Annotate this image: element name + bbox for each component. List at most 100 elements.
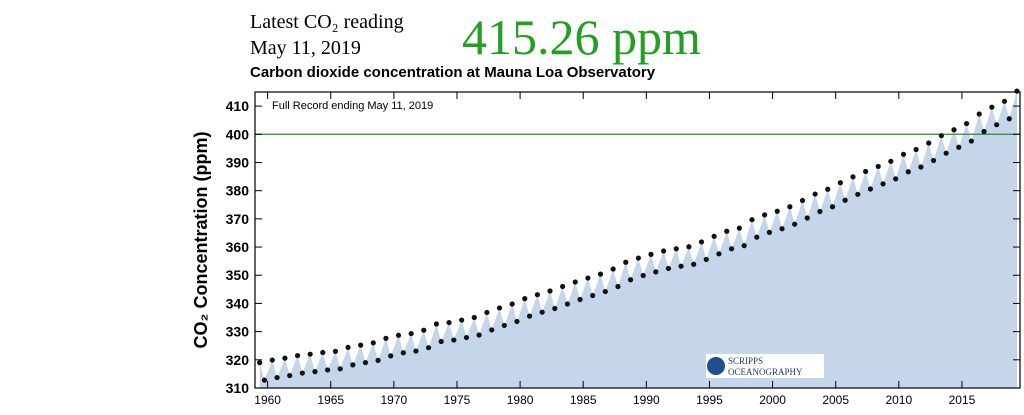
- data-point: [1006, 116, 1012, 122]
- data-point: [913, 146, 919, 153]
- data-point: [728, 246, 735, 252]
- data-point: [627, 277, 634, 283]
- data-point: [956, 144, 962, 150]
- data-point: [476, 332, 482, 338]
- plot-frame: [254, 91, 1021, 389]
- data-point: [547, 288, 553, 294]
- data-point: [640, 272, 646, 279]
- data-point: [484, 309, 490, 316]
- data-point: [312, 369, 318, 375]
- data-point: [905, 169, 911, 175]
- data-point: [261, 377, 268, 383]
- data-point: [968, 138, 974, 144]
- logo-box: [706, 354, 824, 378]
- logo-line2: OCEANOGRAPHY: [728, 367, 803, 377]
- y-tick-label: 310: [226, 380, 250, 396]
- data-point: [880, 181, 886, 187]
- data-point: [269, 357, 275, 363]
- data-point: [938, 133, 944, 139]
- data-point: [332, 348, 339, 354]
- x-tick-label: 1980: [507, 393, 534, 407]
- data-point: [741, 243, 747, 249]
- data-point: [451, 337, 457, 343]
- data-point: [400, 350, 406, 356]
- y-tick-label: 340: [226, 295, 250, 311]
- x-tick-label: 1975: [444, 393, 471, 407]
- data-point: [951, 127, 957, 133]
- data-point: [875, 163, 881, 170]
- data-point: [257, 360, 263, 366]
- data-point: [539, 309, 545, 315]
- data-point: [900, 151, 907, 157]
- data-point: [350, 362, 356, 368]
- data-point: [964, 120, 970, 127]
- data-point: [446, 319, 452, 326]
- data-point: [307, 351, 313, 357]
- data-point: [698, 239, 705, 245]
- y-tick-label: 360: [226, 239, 250, 255]
- data-point: [661, 248, 667, 254]
- data-point: [282, 355, 288, 361]
- data-point: [345, 344, 351, 351]
- data-point: [383, 335, 389, 341]
- y-tick-label: 410: [226, 98, 250, 114]
- y-tick-label: 390: [226, 154, 250, 170]
- data-point: [994, 122, 1000, 128]
- data-point: [514, 318, 520, 325]
- y-tick-label: 330: [226, 324, 250, 340]
- logo-line1: SCRIPPS: [728, 356, 763, 366]
- data-point: [362, 360, 369, 366]
- data-point: [471, 314, 477, 321]
- latest-label: Latest CO₂ reading: [250, 11, 404, 33]
- data-point: [610, 266, 616, 272]
- x-tick-label: 2010: [885, 393, 912, 407]
- data-point: [989, 104, 995, 110]
- data-point: [1014, 88, 1020, 94]
- data-point: [762, 212, 768, 218]
- x-tick-label: 1985: [570, 393, 597, 407]
- y-tick-label: 400: [226, 126, 250, 142]
- data-point: [736, 225, 742, 231]
- data-point: [585, 275, 591, 281]
- area-fill: [259, 91, 1017, 388]
- data-point: [774, 208, 780, 214]
- data-point: [837, 180, 843, 186]
- data-point: [981, 128, 987, 135]
- data-point: [850, 174, 856, 180]
- y-tick-label: 320: [226, 352, 250, 368]
- data-point: [754, 234, 760, 240]
- data-point: [686, 244, 692, 250]
- data-point: [560, 283, 566, 290]
- y-tick-label: 350: [226, 267, 250, 283]
- data-point: [930, 157, 937, 164]
- data-point: [294, 352, 301, 359]
- data-point: [459, 317, 465, 323]
- data-point: [425, 345, 432, 351]
- logo-emblem: [707, 357, 725, 375]
- data-point: [564, 301, 571, 307]
- data-point: [299, 370, 305, 376]
- data-point: [526, 313, 533, 319]
- data-point: [615, 283, 621, 290]
- data-point: [623, 259, 629, 265]
- data-point: [724, 228, 730, 234]
- data-point: [711, 233, 717, 239]
- data-point: [375, 357, 381, 363]
- data-point: [855, 191, 861, 197]
- data-point: [888, 158, 894, 164]
- data-point: [812, 191, 818, 197]
- data-point: [388, 353, 394, 359]
- reading-value: 415.26 ppm: [462, 9, 701, 65]
- data-point: [358, 342, 364, 348]
- data-point: [534, 292, 540, 298]
- data-point: [287, 372, 293, 379]
- data-point: [766, 229, 773, 235]
- data-point: [572, 279, 578, 285]
- annotation: Full Record ending May 11, 2019: [272, 100, 433, 112]
- y-axis-label: CO₂ Concentration (ppm): [191, 132, 211, 349]
- data-point: [703, 256, 709, 263]
- x-tick-label: 2000: [759, 393, 786, 407]
- data-point: [787, 204, 793, 210]
- data-point: [635, 255, 641, 261]
- data-point: [433, 321, 440, 327]
